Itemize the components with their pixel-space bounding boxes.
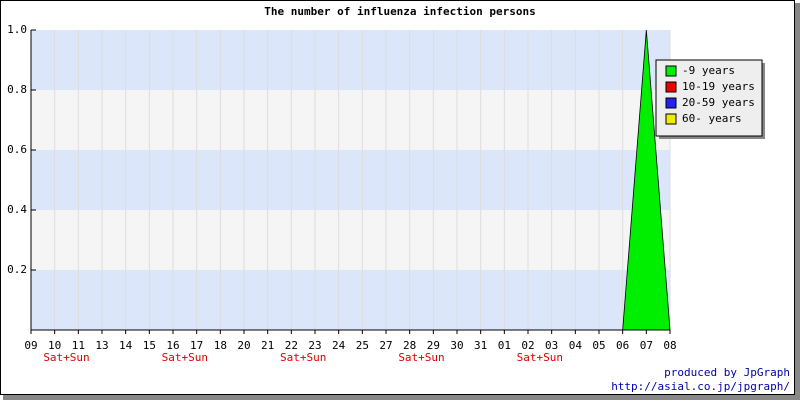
x-tick-label: 30 <box>450 339 463 352</box>
x-tick-label: 25 <box>356 339 369 352</box>
x-tick-label: 16 <box>166 339 179 352</box>
x-tick-label: 11 <box>72 339 85 352</box>
y-tick-label: 0.4 <box>7 203 27 216</box>
x-tick-label: 20 <box>237 339 250 352</box>
legend-swatch <box>665 113 677 125</box>
x-tick-label: 14 <box>119 339 133 352</box>
x-tick-label: 28 <box>403 339 416 352</box>
x-tick-label: 03 <box>545 339 558 352</box>
weekend-label: Sat+Sun <box>162 351 208 364</box>
legend-label: -9 years <box>682 64 735 77</box>
y-tick-label: 0.6 <box>7 143 27 156</box>
weekend-label: Sat+Sun <box>280 351 326 364</box>
credit: produced by JpGraph <box>664 366 790 379</box>
x-tick-label: 08 <box>663 339 676 352</box>
weekend-label: Sat+Sun <box>398 351 444 364</box>
x-tick-label: 13 <box>95 339 108 352</box>
x-tick-label: 01 <box>498 339 511 352</box>
x-tick-label: 17 <box>190 339 203 352</box>
x-tick-label: 09 <box>24 339 37 352</box>
x-tick-label: 15 <box>143 339 156 352</box>
grid-band <box>31 270 670 330</box>
x-tick-label: 07 <box>640 339 653 352</box>
grid-band <box>31 150 670 210</box>
y-tick-label: 1.0 <box>7 23 27 36</box>
grid-band <box>31 30 670 90</box>
x-tick-label: 31 <box>474 339 487 352</box>
x-tick-label: 24 <box>332 339 346 352</box>
weekend-label: Sat+Sun <box>517 351 563 364</box>
x-tick-label: 21 <box>261 339 274 352</box>
x-tick-label: 27 <box>379 339 392 352</box>
legend-swatch <box>665 81 677 93</box>
chart-title: The number of influenza infection person… <box>264 5 536 18</box>
x-tick-label: 02 <box>521 339 534 352</box>
x-tick-label: 06 <box>616 339 629 352</box>
legend-swatch <box>665 97 677 109</box>
x-tick-label: 04 <box>569 339 583 352</box>
legend-label: 10-19 years <box>682 80 755 93</box>
x-tick-label: 10 <box>48 339 61 352</box>
legend-label: 60- years <box>682 112 742 125</box>
weekend-label: Sat+Sun <box>43 351 89 364</box>
x-tick-label: 23 <box>308 339 321 352</box>
x-tick-label: 22 <box>285 339 298 352</box>
credit: http://asial.co.jp/jpgraph/ <box>611 380 790 393</box>
x-tick-label: 05 <box>592 339 605 352</box>
y-tick-label: 0.2 <box>7 263 27 276</box>
y-tick-label: 0.8 <box>7 83 27 96</box>
legend-swatch <box>665 65 677 77</box>
x-tick-label: 29 <box>427 339 440 352</box>
x-tick-label: 18 <box>214 339 227 352</box>
legend-label: 20-59 years <box>682 96 755 109</box>
